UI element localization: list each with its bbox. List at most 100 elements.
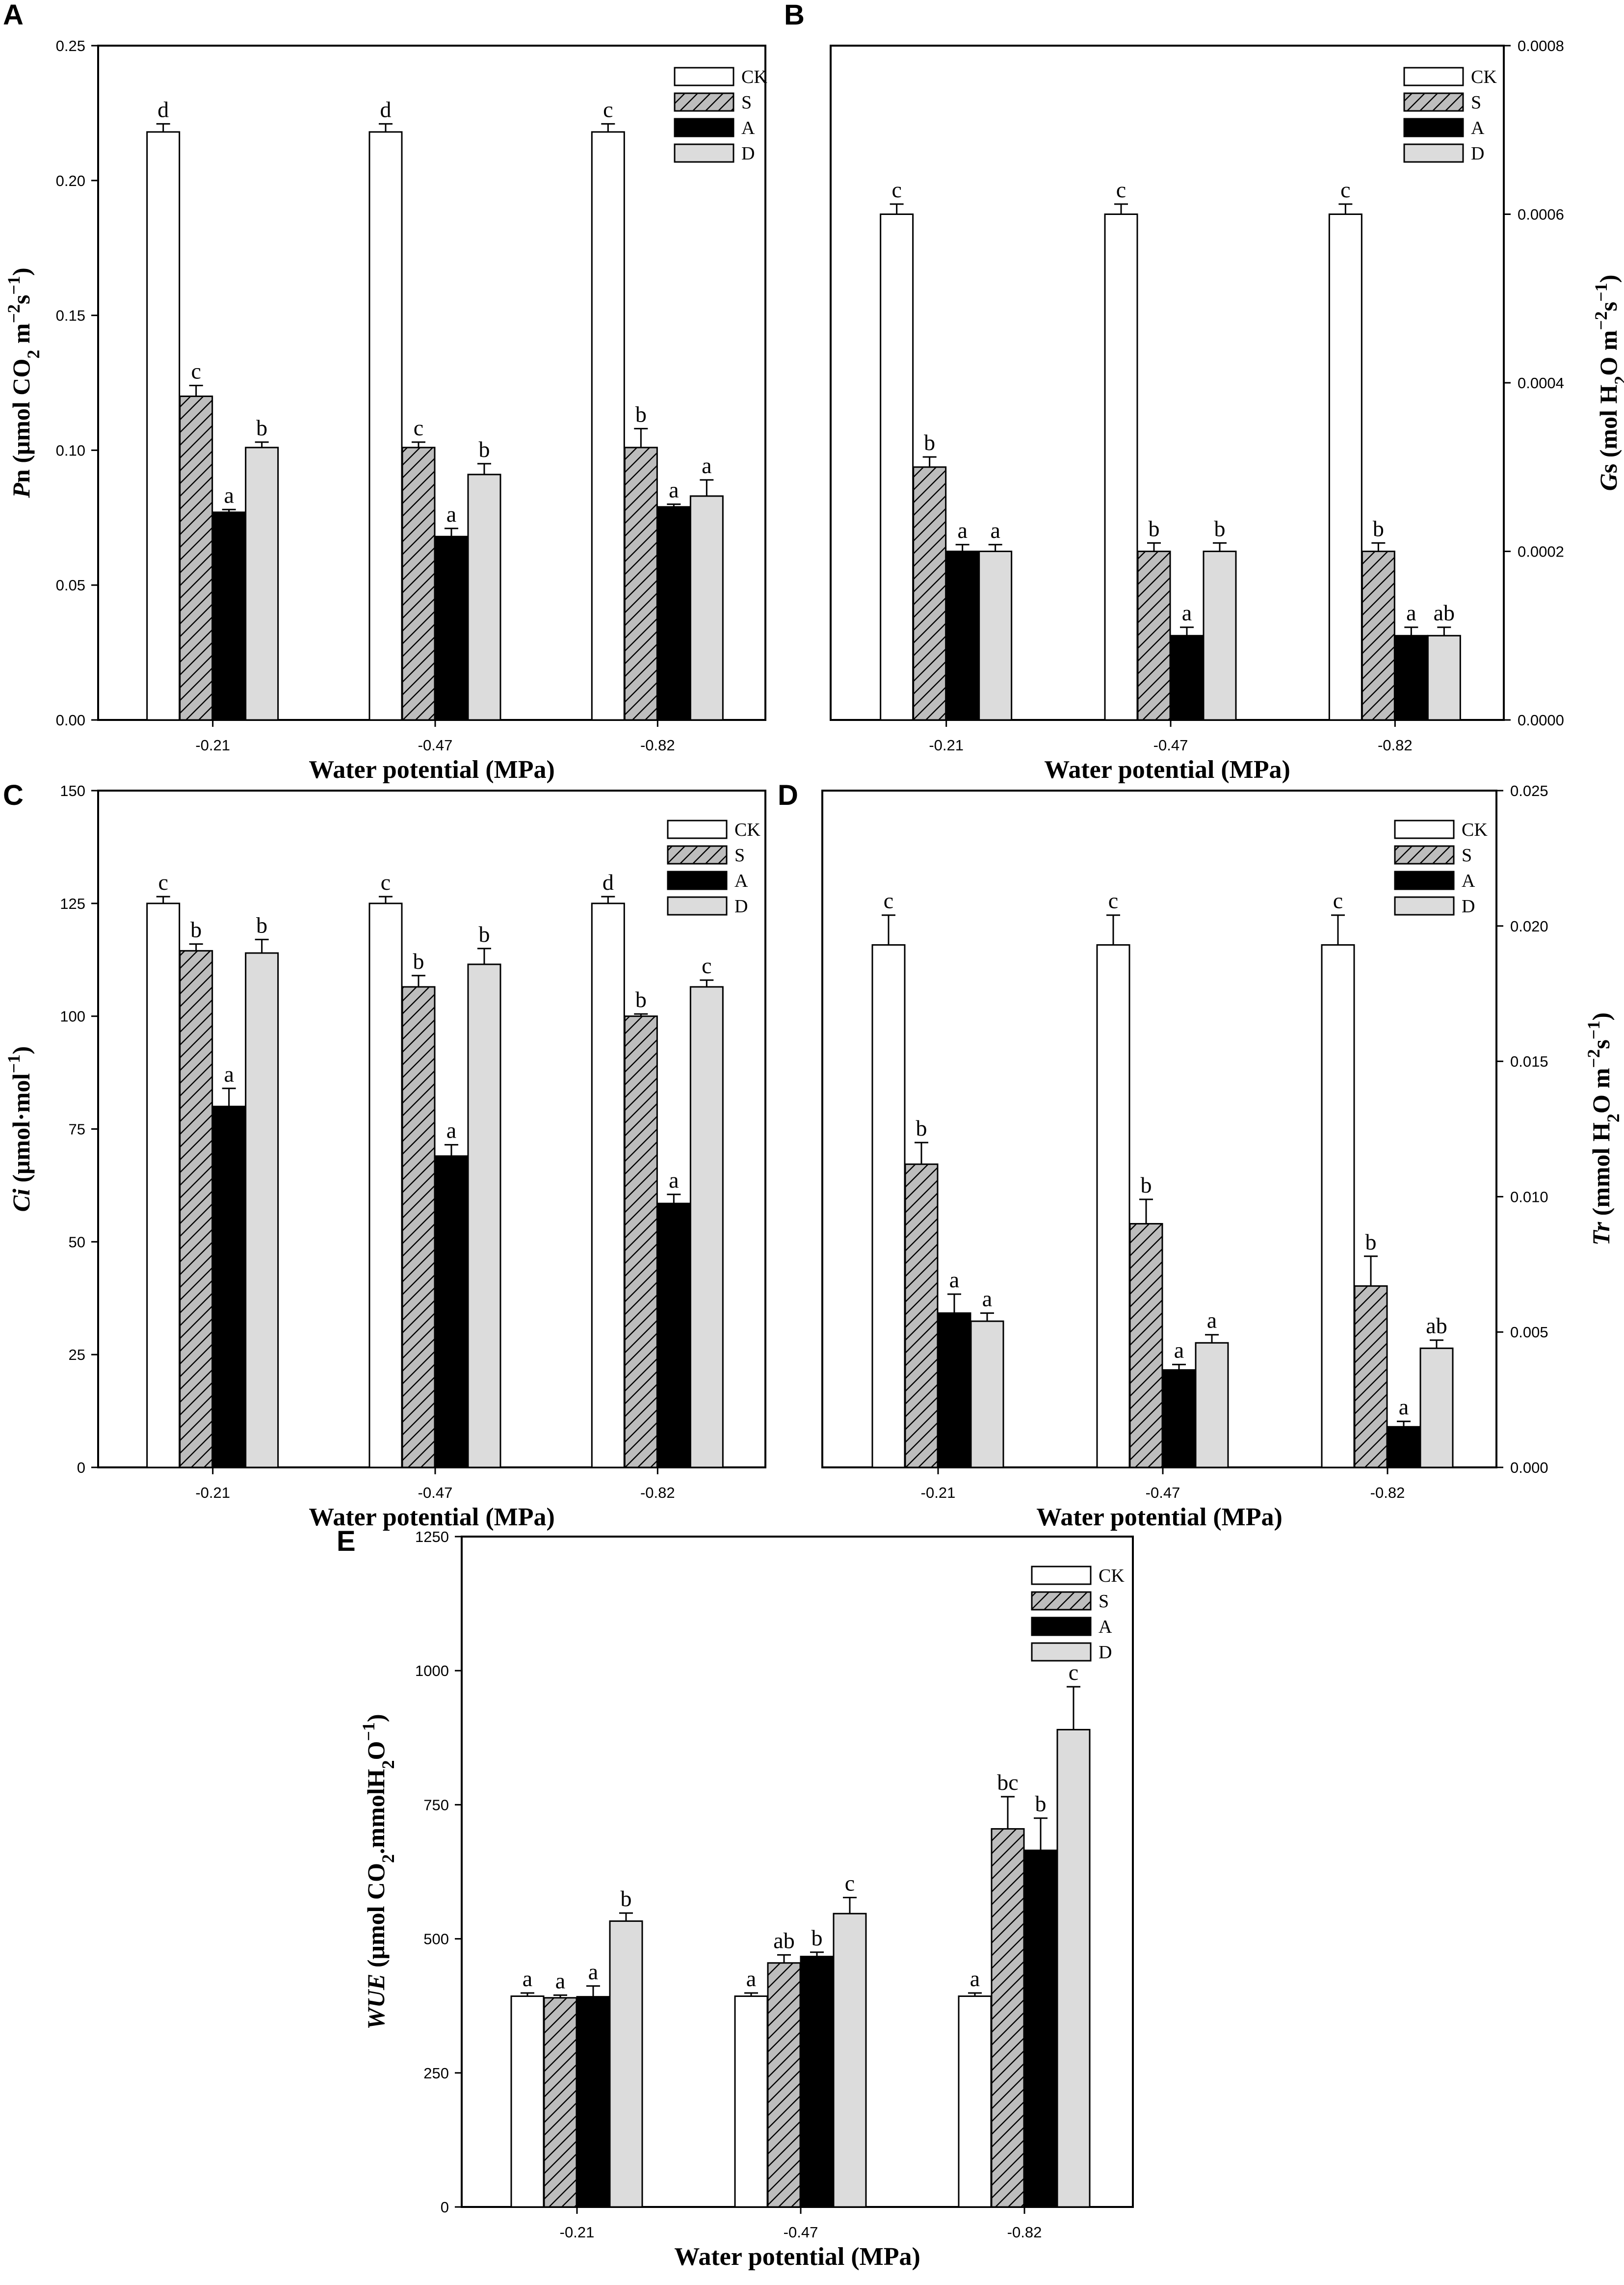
bar-d — [609, 1920, 643, 2208]
legend-label-d: D — [1471, 143, 1484, 164]
bar-ck — [591, 903, 625, 1468]
significance-label: a — [1399, 1394, 1409, 1419]
y-tick-label: 0.005 — [1510, 1324, 1548, 1341]
significance-label: b — [812, 1925, 823, 1950]
y-tick-label: 0.00 — [56, 712, 85, 729]
significance-label: c — [1116, 177, 1126, 202]
x-tick-label: -0.47 — [784, 2224, 818, 2241]
significance-label: a — [224, 1062, 234, 1087]
y-axis-label: Tr (mmol H2O m−2s−1) — [1584, 1012, 1623, 1246]
legend-label-d: D — [734, 896, 748, 917]
y-tick-label: 150 — [60, 782, 85, 799]
bar-ck — [368, 903, 403, 1468]
significance-label: c — [381, 870, 391, 895]
legend-swatch-a — [667, 871, 728, 890]
bar-s — [904, 1163, 939, 1468]
bar-s — [179, 395, 213, 721]
legend-swatch-s — [674, 92, 734, 112]
significance-label: a — [1406, 600, 1416, 625]
bar-ck — [734, 1995, 768, 2208]
bar-d — [689, 986, 724, 1468]
x-axis-label: Water potential (MPa) — [1036, 1503, 1283, 1531]
significance-label: a — [446, 1118, 456, 1143]
x-tick-label: -0.47 — [418, 737, 453, 754]
legend-swatch-s — [1031, 1591, 1092, 1611]
bar-s — [1354, 1285, 1388, 1468]
bar-s — [991, 1828, 1025, 2208]
bar-d — [467, 963, 501, 1468]
bar-ck — [368, 131, 403, 721]
bar-s — [1129, 1223, 1163, 1468]
significance-label: b — [1149, 516, 1160, 541]
bar-d — [245, 952, 279, 1468]
panel-letter: A — [3, 0, 24, 31]
bar-d — [978, 551, 1013, 721]
legend-swatch-s — [1403, 92, 1464, 112]
y-tick-label: 0.05 — [56, 577, 85, 594]
bar-a — [1023, 1849, 1058, 2208]
bar-s — [543, 1997, 577, 2208]
y-axis-label: Pn (μmol CO2 m−2s−1) — [4, 267, 43, 498]
y-tick-label: 0.025 — [1510, 782, 1548, 799]
significance-label: c — [414, 415, 423, 440]
bar-d — [1195, 1342, 1229, 1468]
y-tick-label: 0.0008 — [1518, 37, 1564, 54]
bar-a — [434, 1155, 469, 1468]
bar-s — [401, 986, 436, 1468]
significance-label: b — [1035, 1791, 1047, 1816]
bar-d — [1427, 635, 1461, 721]
legend-label-ck: CK — [741, 67, 767, 87]
significance-label: b — [916, 1116, 927, 1141]
significance-label: a — [669, 1168, 679, 1193]
x-axis-label: Water potential (MPa) — [309, 1503, 555, 1531]
legend-swatch-s — [667, 845, 728, 865]
bar-s — [179, 950, 213, 1468]
legend-label-d: D — [741, 143, 755, 164]
significance-label: a — [1174, 1337, 1184, 1362]
significance-label: a — [957, 518, 967, 543]
bar-a — [656, 1202, 691, 1468]
legend-label-a: A — [741, 118, 755, 138]
significance-label: b — [621, 1886, 632, 1911]
y-tick-label: 0 — [441, 2199, 449, 2216]
x-tick-label: -0.21 — [929, 737, 964, 754]
y-tick-label: 500 — [423, 1931, 449, 1948]
x-tick-label: -0.82 — [1370, 1484, 1405, 1501]
bar-a — [945, 551, 980, 721]
y-tick-label: 50 — [69, 1233, 85, 1250]
legend-swatch-ck — [667, 820, 728, 839]
significance-label: a — [970, 1966, 980, 1991]
bar-s — [913, 466, 947, 721]
x-axis-label: Water potential (MPa) — [309, 756, 555, 784]
bar-ck — [871, 944, 906, 1468]
x-tick-label: -0.21 — [195, 1484, 230, 1501]
y-tick-label: 25 — [69, 1346, 85, 1363]
panel-B: B 0.0000 0.0002 0.0004 0.0006 0.0008 -0.21 -0.4… — [784, 0, 1624, 784]
legend-swatch-d — [667, 896, 728, 916]
panel-letter: D — [778, 779, 798, 811]
significance-label: c — [845, 1870, 855, 1895]
panel-A: A 0.00 0.05 0.10 0.15 0.20 0.25 -0.21 -0.47 -0.82… — [3, 0, 767, 784]
panel-C: C 0 25 50 75 100 125 150 -0.21 -0.47 -0.82 Water po… — [3, 779, 766, 1531]
y-tick-label: 0.0006 — [1518, 206, 1564, 223]
significance-label: d — [380, 97, 392, 122]
significance-label: b — [924, 430, 935, 455]
legend-swatch-d — [1394, 896, 1455, 916]
bar-s — [401, 447, 436, 721]
bar-d — [1056, 1728, 1091, 2208]
legend-label-a: A — [1099, 1617, 1112, 1637]
significance-label: a — [702, 453, 711, 478]
significance-label: b — [256, 415, 267, 440]
legend-label-s: S — [741, 92, 752, 113]
legend-swatch-ck — [1403, 67, 1464, 86]
significance-label: c — [891, 177, 901, 202]
bar-s — [1137, 551, 1171, 721]
significance-label: a — [588, 1959, 598, 1984]
significance-label: b — [256, 912, 267, 937]
significance-label: a — [990, 518, 1000, 543]
bar-ck — [1328, 213, 1362, 721]
y-tick-label: 0.0004 — [1518, 374, 1564, 392]
significance-label: c — [702, 953, 711, 978]
bar-d — [689, 495, 724, 721]
